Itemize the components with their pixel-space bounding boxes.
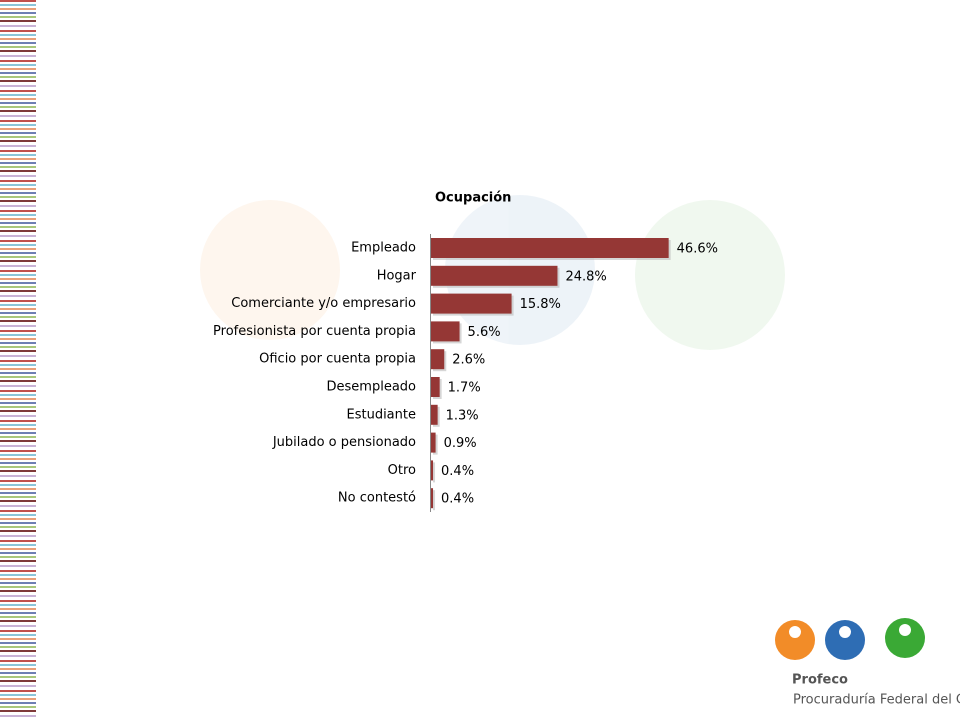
bar [431,349,445,370]
category-label: Empleado [351,241,416,256]
bar [431,265,558,286]
logo-name: Profeco [792,673,848,688]
value-label: 0.9% [444,436,477,451]
value-label: 24.8% [565,269,606,284]
category-label: Jubilado o pensionado [272,435,416,450]
category-label: Desempleado [327,380,417,395]
bar [431,238,669,258]
value-label: 1.7% [448,381,481,396]
bar [431,377,440,397]
category-label: Profesionista por cuenta propia [213,324,416,339]
bar [431,321,460,342]
category-label: Estudiante [347,407,417,422]
bar [431,404,438,425]
bar [431,432,436,453]
bar [431,488,434,509]
category-label: Oficio por cuenta propia [259,352,416,367]
value-label: 1.3% [446,408,479,423]
value-label: 5.6% [468,325,501,340]
category-label: Otro [388,463,416,478]
decorative-stripes [0,0,36,720]
bar [431,460,434,481]
bar [431,293,512,314]
category-label: Hogar [377,268,417,283]
value-label: 15.8% [520,297,561,312]
value-label: 0.4% [441,464,474,479]
value-label: 0.4% [441,492,474,507]
category-label: Comerciante y/o empresario [231,296,416,311]
chart-title: Ocupación [435,191,511,206]
logo: Profeco Procuraduría Federal del Consumi… [775,618,960,708]
logo-tagline: Procuraduría Federal del Consumidor [793,693,960,708]
value-label: 2.6% [452,353,485,368]
value-label: 46.6% [677,242,718,257]
category-label: No contestó [338,491,416,506]
bar-shadow [433,462,436,483]
bar-shadow [433,490,436,511]
